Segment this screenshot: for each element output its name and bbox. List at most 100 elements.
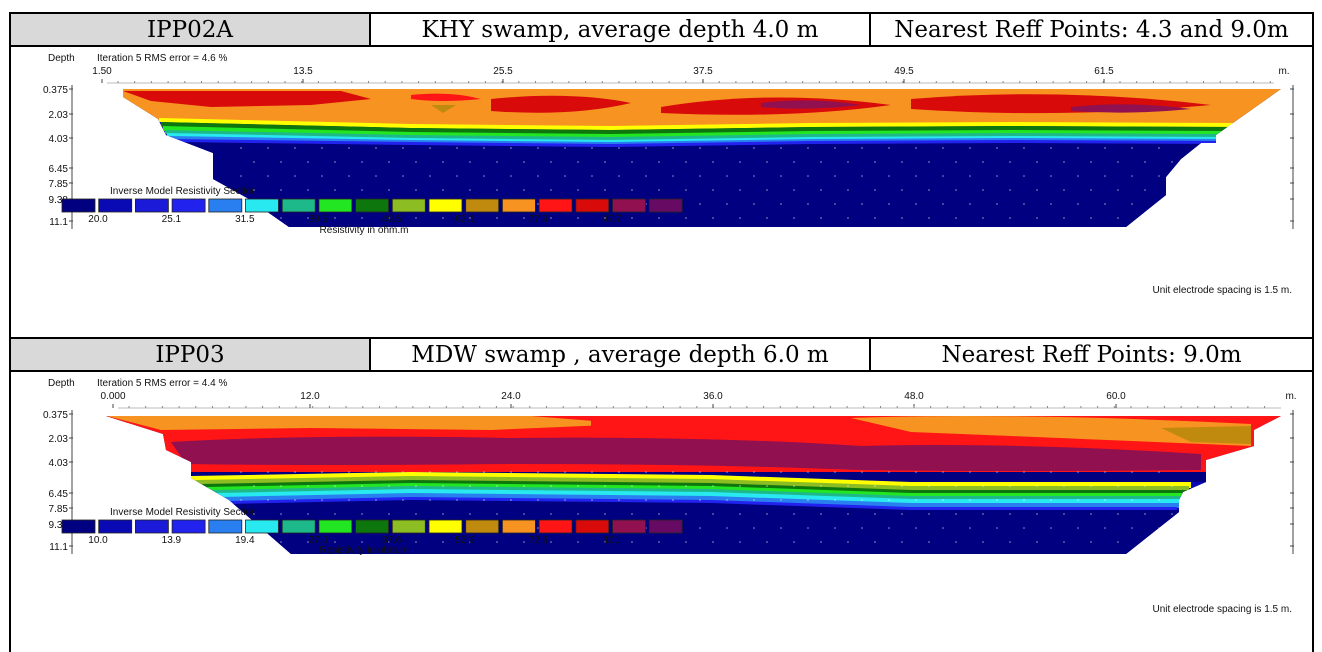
datum-point [564,147,566,149]
datum-point [847,189,849,191]
resistivity-anomaly [591,418,711,430]
legend-value: 72.9 [529,535,549,546]
datum-point [996,203,998,205]
datum-point [415,161,417,163]
datum-point [456,175,458,177]
datum-point [915,499,917,501]
datum-point [550,217,552,219]
datum-point [1009,217,1011,219]
legend-title: Inverse Model Resistivity Section [110,186,257,197]
datum-point [631,541,633,543]
datum-point [483,175,485,177]
datum-point [1144,161,1146,163]
datum-point [807,175,809,177]
x-tick-label: 37.5 [693,66,713,77]
datum-point [1023,175,1025,177]
datum-point [577,161,579,163]
datum-point [334,541,336,543]
datum-point [658,217,660,219]
panel-header: IPP03 MDW swamp , average depth 6.0 m Ne… [11,339,1312,372]
datum-point [658,541,660,543]
datum-point [456,147,458,149]
datum-point [915,471,917,473]
legend-swatch [575,519,610,534]
datum-point [672,499,674,501]
panel-ipp03: IPP03 MDW swamp , average depth 6.0 m Ne… [11,337,1312,652]
datum-point [847,513,849,515]
datum-point [874,513,876,515]
depth-tick-label: 2.03 [49,434,69,445]
datum-point [591,147,593,149]
datum-point [780,471,782,473]
datum-point [280,217,282,219]
datum-point [402,147,404,149]
contour-band [226,497,1177,511]
legend-value: 20.0 [88,214,108,225]
legend-swatch [612,519,646,534]
datum-point [942,175,944,177]
legend-swatch [208,198,243,213]
datum-point [388,161,390,163]
electrode-spacing-note: Unit electrode spacing is 1.5 m. [1152,285,1292,296]
legend-swatch [391,198,426,213]
datum-point [442,161,444,163]
datum-point [861,147,863,149]
legend-swatch [98,198,133,213]
datum-point [523,485,525,487]
legend-value: 31.5 [235,214,255,225]
datum-point [1063,217,1065,219]
datum-point [294,471,296,473]
datum-point [483,499,485,501]
datum-point [901,189,903,191]
datum-point [604,541,606,543]
datum-point [280,513,282,515]
datum-point [267,147,269,149]
datum-point [901,485,903,487]
x-tick-label: 24.0 [501,391,521,402]
datum-point [375,471,377,473]
datum-point [631,161,633,163]
datum-point [361,189,363,191]
resistivity-anomaly [123,91,371,107]
datum-point [996,175,998,177]
datum-point [861,175,863,177]
datum-point [564,499,566,501]
panel-header: IPP02A KHY swamp, average depth 4.0 m Ne… [11,14,1312,47]
datum-point [550,189,552,191]
resistivity-anomaly [491,95,631,113]
datum-point [834,527,836,529]
legend-value: 39.5 [308,214,328,225]
datum-point [780,147,782,149]
legend-swatch [391,519,426,534]
datum-point [1171,541,1173,543]
datum-point [766,513,768,515]
datum-point [1117,485,1119,487]
datum-point [402,471,404,473]
datum-point [388,541,390,543]
legend-swatch [135,198,169,213]
legend-swatch [648,198,683,213]
datum-point [780,203,782,205]
datum-point [699,203,701,205]
datum-point [523,541,525,543]
datum-point [577,217,579,219]
deep-conductive-body [123,142,1281,227]
datum-point [442,485,444,487]
legend-swatch [465,519,500,534]
datum-point [901,541,903,543]
datum-point [537,471,539,473]
datum-point [1077,175,1079,177]
datum-point [1131,175,1133,177]
contour-band [161,122,1241,135]
datum-point [631,485,633,487]
datum-point [1104,147,1106,149]
datum-point [928,513,930,515]
datum-point [388,217,390,219]
datum-point [550,541,552,543]
legend-swatch [318,198,353,213]
resistivity-section-body: Depth Iteration 5 RMS error = 4.6 % 1.50… [11,47,1312,337]
datum-point [1104,203,1106,205]
datum-point [901,513,903,515]
deep-conductive-body [106,500,1281,554]
datum-point [1117,541,1119,543]
